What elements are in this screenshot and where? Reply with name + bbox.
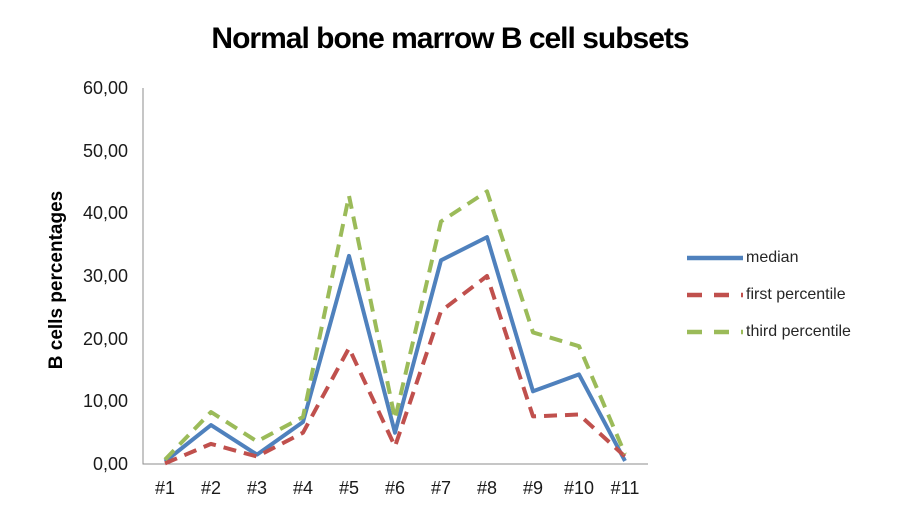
- x-tick-label: #6: [384, 478, 406, 498]
- x-tick-label: #5: [338, 478, 360, 498]
- legend-item-third-percentile: third percentile: [686, 319, 851, 345]
- series-line-third-percentile: [163, 189, 627, 461]
- x-tick-label: #11: [610, 478, 640, 498]
- y-tick-label: 0,00: [92, 454, 128, 474]
- x-tick-label: #3: [246, 478, 268, 498]
- legend: median first percentile third percentile: [686, 245, 851, 356]
- y-tick-label: 10,00: [82, 391, 128, 412]
- chart-title: Normal bone marrow B cell subsets: [211, 22, 689, 55]
- axis-lines: [142, 88, 648, 465]
- x-tick-label: #8: [476, 478, 498, 498]
- legend-label: third percentile: [746, 323, 851, 340]
- legend-item-first-percentile: first percentile: [686, 282, 851, 308]
- y-tick-label: 60,00: [82, 78, 128, 98]
- y-tick-label: 50,00: [82, 140, 128, 161]
- median-line-icon: [687, 255, 743, 261]
- legend-label: first percentile: [746, 286, 846, 303]
- x-tick-label: #4: [292, 478, 314, 498]
- legend-label: median: [746, 249, 799, 266]
- x-tick-label: #9: [522, 478, 544, 498]
- x-tick-label: #10: [563, 478, 595, 498]
- dashed-line-icon: [687, 292, 743, 298]
- x-tick-label: #7: [430, 478, 452, 498]
- x-tick-label: #2: [200, 478, 222, 498]
- y-tick-label: 30,00: [82, 266, 128, 286]
- y-tick-label: 20,00: [82, 328, 128, 349]
- series-line-median: [163, 235, 627, 464]
- y-tick-label: 40,00: [82, 203, 128, 224]
- dashed-line-icon: [687, 329, 743, 335]
- x-tick-label: #1: [154, 478, 176, 498]
- legend-item-median: median: [686, 245, 851, 271]
- series-line-first-percentile: [164, 274, 627, 466]
